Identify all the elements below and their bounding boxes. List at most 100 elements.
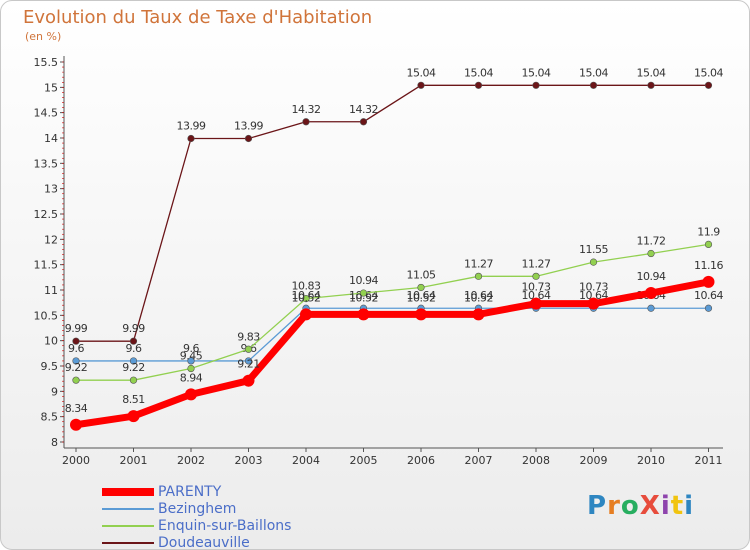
data-point-enquin-sur-baillons <box>532 272 540 280</box>
data-label-parenty: 10.73 <box>579 281 608 294</box>
data-point-parenty <box>357 308 370 321</box>
data-label-doudeauville: 13.99 <box>177 120 206 133</box>
data-point-enquin-sur-baillons <box>72 376 80 384</box>
data-point-parenty <box>530 297 542 310</box>
x-tick-label: 2003 <box>235 454 263 467</box>
data-label-bezinghem: 10.64 <box>522 289 551 302</box>
legend-swatch <box>102 524 154 527</box>
data-point-enquin-sur-baillons <box>417 283 425 292</box>
x-tick-label: 2004 <box>292 454 320 467</box>
data-point-parenty <box>70 418 82 431</box>
data-point-doudeauville <box>72 337 80 345</box>
data-label-parenty: 10.52 <box>292 291 321 304</box>
data-label-doudeauville: 15.04 <box>694 66 723 79</box>
x-tick-label: 2006 <box>407 454 435 467</box>
legend-label: PARENTY <box>158 483 222 500</box>
data-point-doudeauville <box>532 81 540 89</box>
data-label-bezinghem: 10.64 <box>407 289 436 302</box>
y-tick-label: 13 <box>44 183 58 196</box>
data-point-parenty <box>127 410 140 423</box>
logo-letter: i <box>684 491 695 521</box>
data-point-parenty <box>645 287 657 300</box>
data-point-enquin-sur-baillons <box>647 249 655 258</box>
data-label-parenty: 10.52 <box>349 291 378 304</box>
logo-letter: t <box>670 491 685 521</box>
data-point-bezinghem <box>129 357 138 365</box>
y-tick-label: 9.5 <box>41 360 59 373</box>
data-label-parenty: 10.73 <box>522 281 551 294</box>
data-label-doudeauville: 14.32 <box>349 103 378 116</box>
legend-swatch <box>102 487 154 496</box>
data-label-enquin-sur-baillons: 11.27 <box>464 257 493 270</box>
y-tick-label: 14 <box>44 132 58 145</box>
logo-letter: P <box>587 491 608 521</box>
data-label-enquin-sur-baillons: 9.22 <box>122 361 145 374</box>
data-point-enquin-sur-baillons <box>187 364 195 373</box>
data-label-enquin-sur-baillons: 11.05 <box>407 268 436 281</box>
y-tick-label: 14.5 <box>34 107 59 120</box>
chart-title: Evolution du Taux de Taxe d'Habitation <box>23 7 373 28</box>
series-line-doudeauville <box>76 84 709 342</box>
data-label-enquin-sur-baillons: 9.83 <box>237 330 260 343</box>
legend-label: Enquin-sur-Baillons <box>158 517 292 534</box>
data-label-enquin-sur-baillons: 11.72 <box>637 235 666 248</box>
data-point-enquin-sur-baillons <box>704 240 713 248</box>
data-label-parenty: 9.21 <box>237 358 260 371</box>
legend-item-parenty: PARENTY <box>102 483 221 500</box>
data-point-doudeauville <box>302 118 310 126</box>
data-point-doudeauville <box>129 337 138 345</box>
logo-letter: o <box>620 491 640 521</box>
x-tick-label: 2010 <box>637 454 665 467</box>
data-label-doudeauville: 15.04 <box>522 66 551 79</box>
legend-item-doudeauville: Doudeauville <box>102 534 250 550</box>
data-label-doudeauville: 15.04 <box>407 66 436 79</box>
data-label-bezinghem: 9.6 <box>126 342 142 355</box>
data-label-bezinghem: 9.6 <box>183 342 199 355</box>
data-label-enquin-sur-baillons: 9.45 <box>180 350 203 363</box>
legend-label: Doudeauville <box>158 534 250 550</box>
y-tick-label: 11.5 <box>34 259 59 272</box>
data-label-doudeauville: 15.04 <box>637 66 666 79</box>
series-line-bezinghem <box>76 307 709 362</box>
x-tick-label: 2005 <box>350 454 378 467</box>
data-point-parenty <box>472 308 485 321</box>
data-label-parenty: 8.94 <box>180 371 203 384</box>
data-label-enquin-sur-baillons: 11.9 <box>697 225 720 238</box>
logo-letter: i <box>660 491 671 521</box>
data-point-bezinghem <box>187 357 195 365</box>
data-label-parenty: 11.16 <box>694 259 723 272</box>
x-tick-label: 2001 <box>120 454 148 467</box>
data-label-parenty: 10.52 <box>464 291 493 304</box>
x-tick-label: 2008 <box>522 454 550 467</box>
legend-swatch <box>102 507 154 510</box>
logo-letter: r <box>607 491 621 521</box>
data-point-parenty <box>300 308 312 321</box>
x-tick-label: 2011 <box>695 454 723 467</box>
data-label-parenty: 8.51 <box>122 393 145 406</box>
y-tick-label: 8.5 <box>41 411 59 424</box>
series-line-parenty <box>75 278 710 429</box>
chart-unit: (en %) <box>25 30 62 43</box>
y-tick-label: 12.5 <box>34 208 59 221</box>
data-label-parenty: 8.34 <box>65 402 88 415</box>
data-label-doudeauville: 15.04 <box>464 66 493 79</box>
data-point-doudeauville <box>589 81 598 89</box>
data-point-bezinghem <box>704 304 713 312</box>
y-tick-label: 9 <box>51 385 58 398</box>
data-label-bezinghem: 9.6 <box>68 342 84 355</box>
data-point-doudeauville <box>187 134 195 143</box>
x-tick-label: 2002 <box>177 454 205 467</box>
data-label-enquin-sur-baillons: 10.94 <box>349 274 378 287</box>
data-point-parenty <box>415 308 427 321</box>
data-point-parenty <box>185 388 197 401</box>
legend-swatch <box>102 541 154 544</box>
data-point-doudeauville <box>244 134 253 143</box>
data-point-parenty <box>242 374 255 387</box>
data-point-bezinghem <box>244 357 253 365</box>
data-point-doudeauville <box>417 81 425 89</box>
data-label-enquin-sur-baillons: 9.22 <box>65 361 88 374</box>
data-label-parenty: 10.94 <box>637 270 666 283</box>
data-point-doudeauville <box>704 81 713 89</box>
